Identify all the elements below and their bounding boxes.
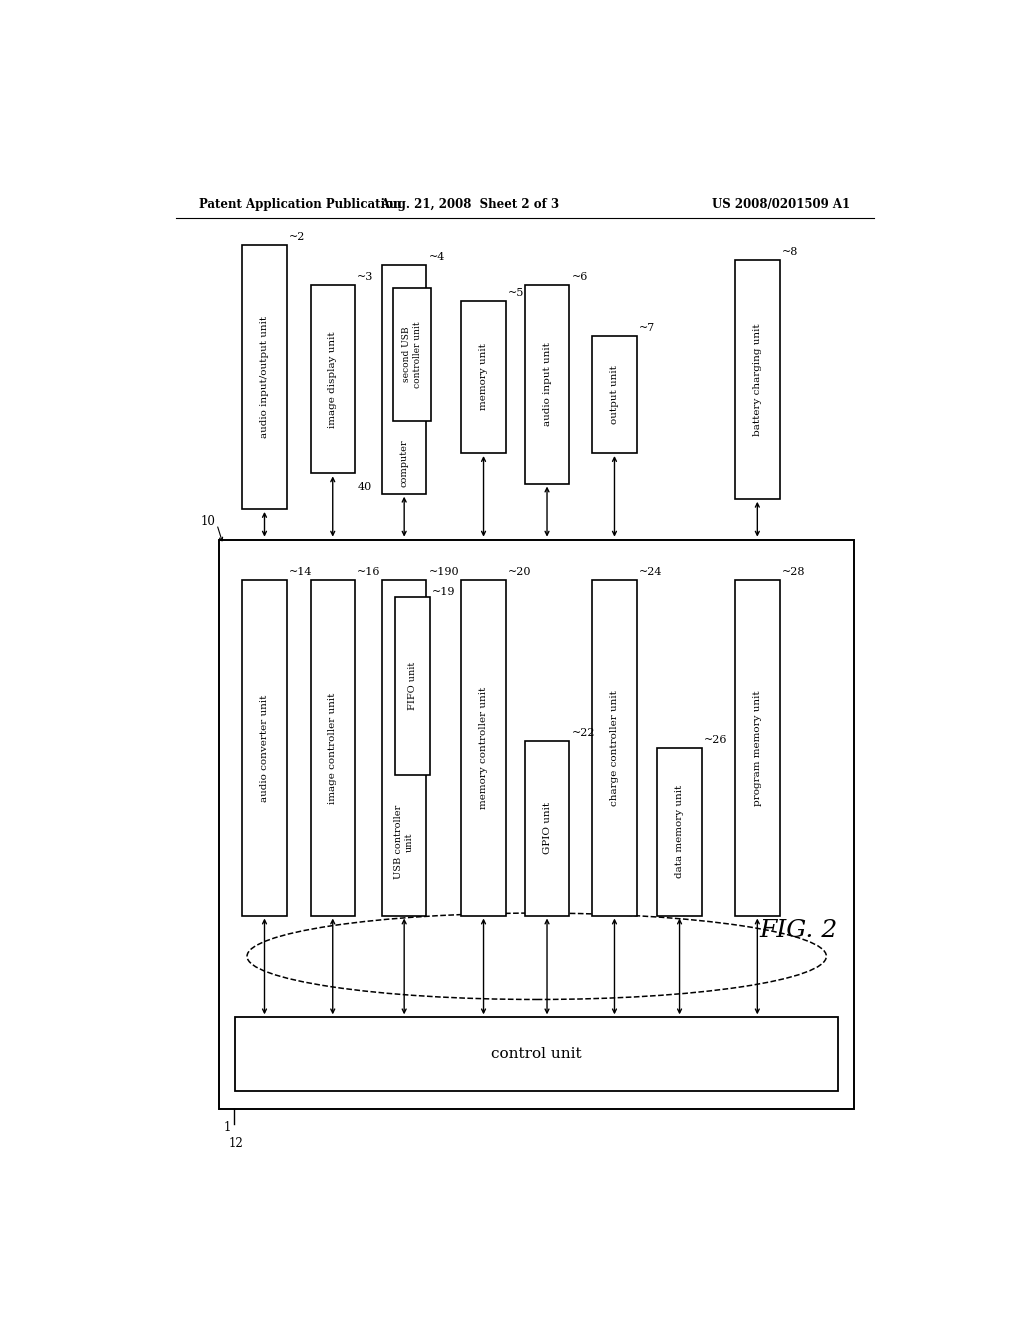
Text: image display unit: image display unit — [329, 331, 337, 428]
Text: US 2008/0201509 A1: US 2008/0201509 A1 — [712, 198, 850, 211]
Text: ~14: ~14 — [289, 568, 312, 577]
Text: ~8: ~8 — [782, 247, 799, 257]
Text: audio input unit: audio input unit — [543, 343, 552, 426]
Bar — [243, 244, 287, 510]
Bar — [735, 260, 779, 499]
Bar — [310, 285, 355, 474]
Text: ~4: ~4 — [429, 252, 445, 261]
Text: ~190: ~190 — [429, 568, 460, 577]
Bar — [461, 301, 506, 453]
Bar — [243, 581, 287, 916]
Text: ~28: ~28 — [782, 568, 806, 577]
Bar — [382, 265, 426, 494]
Text: Aug. 21, 2008  Sheet 2 of 3: Aug. 21, 2008 Sheet 2 of 3 — [380, 198, 559, 211]
Text: memory unit: memory unit — [479, 343, 488, 411]
Bar — [592, 581, 637, 916]
Text: second USB
controller unit: second USB controller unit — [402, 321, 422, 388]
Bar — [310, 581, 355, 916]
Bar — [524, 742, 569, 916]
Text: audio converter unit: audio converter unit — [260, 694, 269, 801]
Text: image controller unit: image controller unit — [329, 692, 337, 804]
Bar — [657, 748, 701, 916]
Text: ~16: ~16 — [357, 568, 381, 577]
Text: data memory unit: data memory unit — [675, 785, 684, 878]
Text: audio input/output unit: audio input/output unit — [260, 315, 269, 438]
Text: USB controller
unit: USB controller unit — [394, 805, 414, 879]
Text: memory controller unit: memory controller unit — [479, 686, 488, 809]
Bar — [382, 581, 426, 916]
Text: ~3: ~3 — [357, 272, 374, 282]
Text: ~24: ~24 — [639, 568, 663, 577]
Text: charge controller unit: charge controller unit — [610, 690, 618, 805]
Text: Patent Application Publication: Patent Application Publication — [200, 198, 402, 211]
Text: 1: 1 — [223, 1121, 230, 1134]
Text: 12: 12 — [228, 1137, 244, 1150]
Bar — [219, 540, 854, 1109]
Text: ~26: ~26 — [705, 735, 728, 744]
Text: ~2: ~2 — [289, 232, 305, 242]
Text: output unit: output unit — [610, 366, 618, 424]
Text: computer: computer — [399, 440, 409, 487]
Text: 40: 40 — [357, 482, 372, 491]
Text: FIFO unit: FIFO unit — [408, 661, 417, 710]
Text: ~19: ~19 — [432, 587, 456, 597]
Bar — [394, 597, 430, 775]
Text: FIG. 2: FIG. 2 — [760, 919, 838, 942]
Text: ~6: ~6 — [571, 272, 588, 282]
Text: control unit: control unit — [492, 1047, 582, 1061]
Bar — [592, 337, 637, 453]
Bar — [236, 1018, 839, 1092]
Text: ~7: ~7 — [639, 323, 655, 333]
Text: ~22: ~22 — [571, 729, 595, 738]
Bar — [735, 581, 779, 916]
Bar — [393, 289, 431, 421]
Text: battery charging unit: battery charging unit — [753, 323, 762, 436]
Bar — [524, 285, 569, 483]
Text: ~20: ~20 — [508, 568, 531, 577]
Bar — [461, 581, 506, 916]
Text: GPIO unit: GPIO unit — [543, 803, 552, 854]
Text: program memory unit: program memory unit — [753, 690, 762, 805]
Text: ~5: ~5 — [508, 288, 524, 297]
Text: 10: 10 — [201, 515, 215, 528]
